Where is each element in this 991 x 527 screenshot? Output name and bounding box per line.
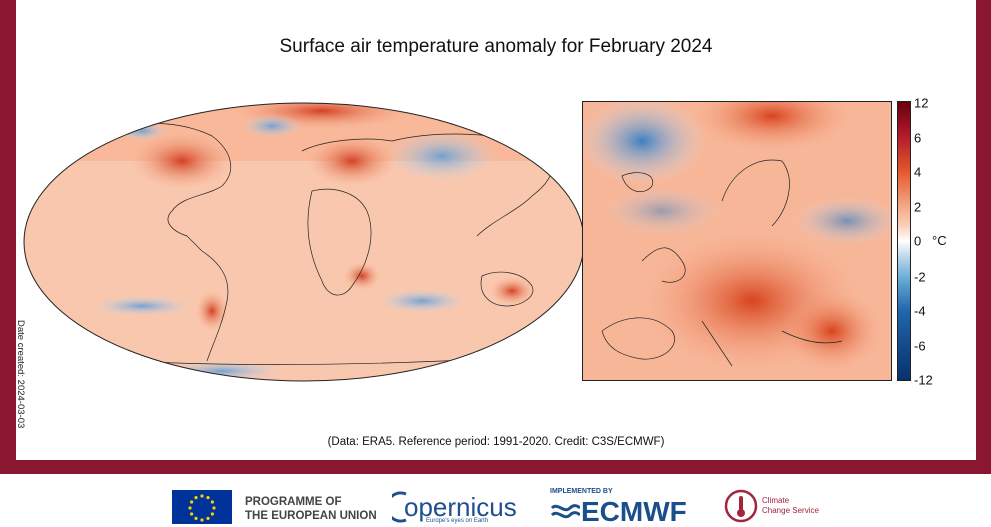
- colorbar-tick-4: 4: [914, 164, 922, 180]
- colorbar-tick-minus4: -4: [914, 303, 926, 319]
- figure-title: Surface air temperature anomaly for Febr…: [279, 36, 713, 57]
- climate-service-line1: Climate: [762, 496, 790, 505]
- cold-anomaly-north-atlantic: [582, 101, 707, 186]
- climate-change-service-icon: [724, 489, 758, 523]
- europe-coastlines: [601, 159, 843, 367]
- climate-service-line2: Change Service: [762, 506, 819, 515]
- copernicus-c-icon: [392, 491, 407, 523]
- warm-anomaly-europe: [307, 136, 397, 186]
- copernicus-tagline: Europe's eyes on Earth: [426, 518, 489, 524]
- eu-programme-line1: PROGRAMME OF: [245, 496, 342, 508]
- colorbar-tick-2: 2: [914, 199, 922, 215]
- world-anomaly-map: [23, 102, 585, 382]
- colorbar-unit: °C: [932, 233, 947, 248]
- data-credit: (Data: ERA5. Reference period: 1991-2020…: [327, 436, 665, 448]
- colorbar-tick-6: 6: [914, 130, 922, 146]
- logo-footer: PROGRAMME OF THE EUROPEAN UNION opernicu…: [0, 474, 991, 527]
- colorbar: [897, 101, 911, 381]
- colorbar-tick-minus12: -12: [914, 372, 933, 388]
- eu-flag-icon: [172, 490, 232, 524]
- ecmwf-logo: ECMWF: [581, 496, 687, 527]
- implemented-by-label: IMPLEMENTED BY: [550, 488, 613, 495]
- colorbar-tick-0: 0: [914, 233, 922, 249]
- ecmwf-wave-icon: [550, 504, 580, 519]
- europe-anomaly-map: [582, 101, 892, 381]
- colorbar-tick-minus6: -6: [914, 338, 926, 354]
- colorbar-tick-minus2: -2: [914, 269, 926, 285]
- warm-anomaly-north-america: [132, 133, 232, 189]
- eu-programme-line2: THE EUROPEAN UNION: [245, 510, 377, 522]
- copernicus-logo: opernicus: [404, 492, 517, 522]
- colorbar-tick-12: 12: [914, 95, 929, 111]
- cold-anomaly-siberia: [387, 131, 497, 181]
